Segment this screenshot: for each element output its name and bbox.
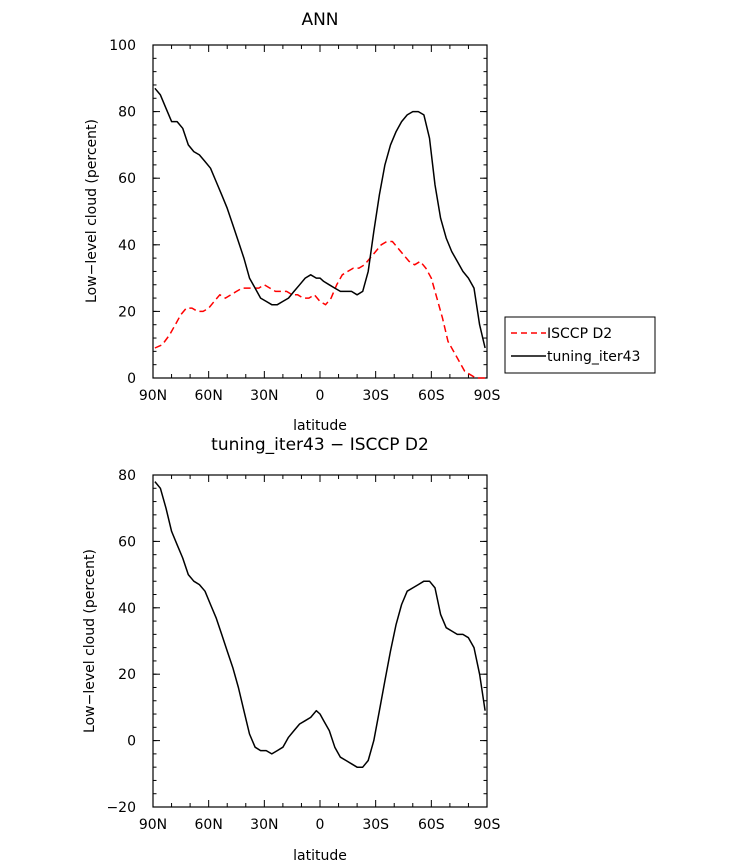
bottom-panel: tuning_iter43 − ISCCP D2 90N 60N 30N 0 30S 60…: [82, 435, 500, 864]
y-tick-label: 40: [118, 238, 136, 254]
y-tick-label: 100: [109, 38, 136, 54]
y-tick-label: 80: [118, 105, 136, 121]
y-tick-label: 80: [118, 468, 136, 484]
x-tick-label: 30S: [362, 817, 389, 833]
y-tick-label: −20: [106, 800, 136, 816]
y-tick-label: 40: [118, 601, 136, 617]
x-tick-label: 60S: [418, 388, 445, 404]
x-tick-label: 0: [316, 388, 325, 404]
x-tick-label: 90N: [139, 817, 167, 833]
bottom-plot-area: 90N 60N 30N 0 30S 60S 90S −20 0 20 40 60 80: [106, 468, 500, 833]
legend-box: [504, 316, 656, 374]
bottom-y-axis-label: Low−level cloud (percent): [82, 549, 98, 733]
x-tick-label: 90S: [474, 817, 501, 833]
plot-frame: [152, 44, 488, 379]
x-tick-label: 30N: [250, 388, 278, 404]
legend: ISCCP D2 tuning_iter43: [504, 316, 656, 374]
top-x-axis-label: latitude: [293, 418, 347, 434]
y-tick-label: 20: [118, 304, 136, 320]
series-line-isccp-d2: [154, 240, 486, 379]
bottom-chart-title: tuning_iter43 − ISCCP D2: [211, 435, 429, 455]
y-tick-label: 0: [127, 371, 136, 387]
series-line-diff-0: [154, 481, 486, 768]
bottom-x-axis-label: latitude: [293, 848, 347, 864]
series-line-tuning-iter43: [154, 87, 486, 349]
legend-label-tuning-iter43: tuning_iter43: [547, 349, 640, 365]
x-tick-label: 90S: [474, 388, 501, 404]
top-chart-title: ANN: [301, 10, 338, 30]
legend-label-isccp-d2: ISCCP D2: [547, 326, 612, 342]
x-tick-label: 30N: [250, 817, 278, 833]
x-tick-label: 60N: [195, 817, 223, 833]
y-tick-label: 0: [127, 734, 136, 750]
top-y-axis-label: Low−level cloud (percent): [84, 119, 100, 303]
top-panel: ANN 90N 60N 30N 0 30S 60S 90S 0 20 40 60 80 100 lati…: [84, 10, 500, 434]
x-tick-label: 60N: [195, 388, 223, 404]
x-tick-label: 90N: [139, 388, 167, 404]
x-tick-label: 60S: [418, 817, 445, 833]
x-tick-label: 0: [316, 817, 325, 833]
y-tick-label: 60: [118, 534, 136, 550]
y-tick-label: 20: [118, 667, 136, 683]
top-plot-area: 90N 60N 30N 0 30S 60S 90S 0 20 40 60 80 100: [109, 38, 500, 404]
y-tick-label: 60: [118, 171, 136, 187]
plot-frame: [152, 474, 488, 808]
x-tick-label: 30S: [362, 388, 389, 404]
